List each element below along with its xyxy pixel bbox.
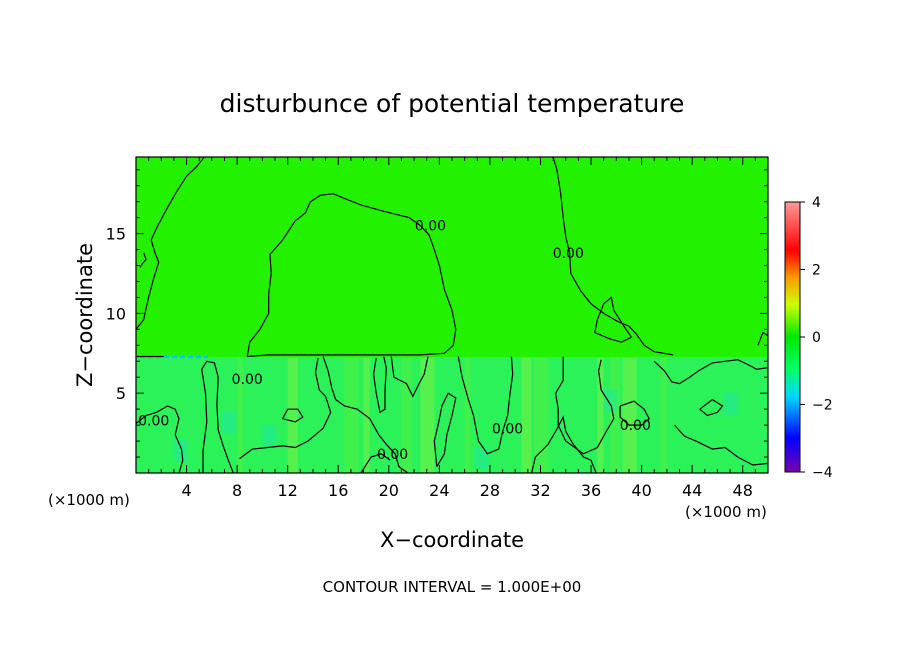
contour-label: 0.00 <box>377 447 408 463</box>
contour-line <box>246 193 457 358</box>
field-streak <box>610 358 620 473</box>
y-tick-label: 5 <box>116 384 126 403</box>
contour-line <box>136 157 205 330</box>
contour-label: 0.00 <box>553 246 584 262</box>
contour-line <box>360 453 391 473</box>
x-tick-label: 48 <box>733 481 753 500</box>
chart-title: disturbunce of potential temperature <box>220 89 685 118</box>
contour-line <box>552 157 674 356</box>
contour-label: 0.00 <box>415 219 446 235</box>
contour-line <box>674 424 768 466</box>
contour-line <box>554 356 615 455</box>
contour-line <box>239 357 332 460</box>
x-tick-label: 16 <box>328 481 348 500</box>
colorbar-tick-label: 4 <box>812 195 821 211</box>
contour-lines <box>136 157 768 473</box>
contour-interval-note: CONTOUR INTERVAL = 1.000E+00 <box>323 578 582 596</box>
contour-line <box>433 392 457 467</box>
field-streak <box>287 358 298 473</box>
contour-line <box>531 415 597 473</box>
colorbar: 4 2 0 −2 −4 <box>784 195 833 481</box>
x-tick-label: 40 <box>631 481 651 500</box>
field-patch <box>474 447 489 470</box>
x-tick-label: 20 <box>379 481 399 500</box>
contour-line <box>201 360 234 473</box>
field-patch <box>221 411 236 434</box>
colorbar-tick-label: 0 <box>812 330 821 346</box>
contour-line <box>136 405 184 473</box>
field-patch <box>723 392 738 415</box>
contour-line <box>390 356 429 398</box>
x-tick-label: 32 <box>530 481 550 500</box>
x-axis-ticks: 4 8 12 16 20 24 28 32 36 40 44 48 <box>148 157 756 500</box>
contour-line <box>372 356 387 414</box>
contour-line <box>457 356 514 455</box>
x-tick-label: 8 <box>232 481 242 500</box>
x-tick-label: 28 <box>480 481 500 500</box>
plot-area: 0.00 0.00 0.00 0.00 0.00 0.00 0.00 <box>135 156 769 474</box>
x-tick-label: 24 <box>429 481 449 500</box>
field-streak <box>237 358 244 473</box>
heatmap-field-upper <box>136 157 768 357</box>
contour-line <box>139 252 147 268</box>
colorbar-ticks: 4 2 0 −2 −4 <box>800 195 833 481</box>
colorbar-tick-label: −2 <box>812 398 833 414</box>
contour-line <box>653 359 768 385</box>
y-axis-ticks: 5 10 15 <box>106 169 768 458</box>
field-streak <box>660 358 667 473</box>
field-streak <box>622 358 637 473</box>
x-tick-label: 12 <box>278 481 298 500</box>
contour-label: 0.00 <box>620 418 651 434</box>
field-streak <box>521 358 532 473</box>
contour-line <box>322 356 409 473</box>
field-patch <box>173 439 188 462</box>
contour-line <box>594 296 633 343</box>
field-patch <box>603 389 618 412</box>
field-streak <box>597 358 604 473</box>
field-streak <box>464 358 471 473</box>
contour-line <box>282 408 304 423</box>
x-axis-label: X−coordinate <box>380 528 524 552</box>
contour-label: 0.00 <box>232 372 263 388</box>
contour-labels: 0.00 0.00 0.00 0.00 0.00 0.00 0.00 <box>138 219 651 463</box>
field-patch <box>262 424 277 447</box>
colorbar-gradient <box>784 201 801 473</box>
x-unit-right: (×1000 m) <box>685 503 767 521</box>
colorbar-tick-label: 2 <box>812 263 821 279</box>
field-streak <box>420 358 435 473</box>
x-tick-label: 36 <box>581 481 601 500</box>
contour-line <box>699 398 724 417</box>
y-axis-label: Z−coordinate <box>73 243 97 387</box>
x-tick-label: 44 <box>682 481 702 500</box>
y-tick-label: 15 <box>106 225 126 244</box>
colorbar-tick-label: −4 <box>812 465 833 481</box>
x-tick-label: 4 <box>181 481 191 500</box>
contour-label: 0.00 <box>138 413 169 429</box>
y-tick-label: 10 <box>106 304 126 323</box>
field-streak <box>534 358 549 473</box>
x-unit-left: (×1000 m) <box>48 491 130 509</box>
contour-label: 0.00 <box>492 421 523 437</box>
field-streak <box>401 358 412 473</box>
field-streak <box>344 358 359 473</box>
contour-line <box>757 331 768 346</box>
contour-line <box>619 400 650 426</box>
